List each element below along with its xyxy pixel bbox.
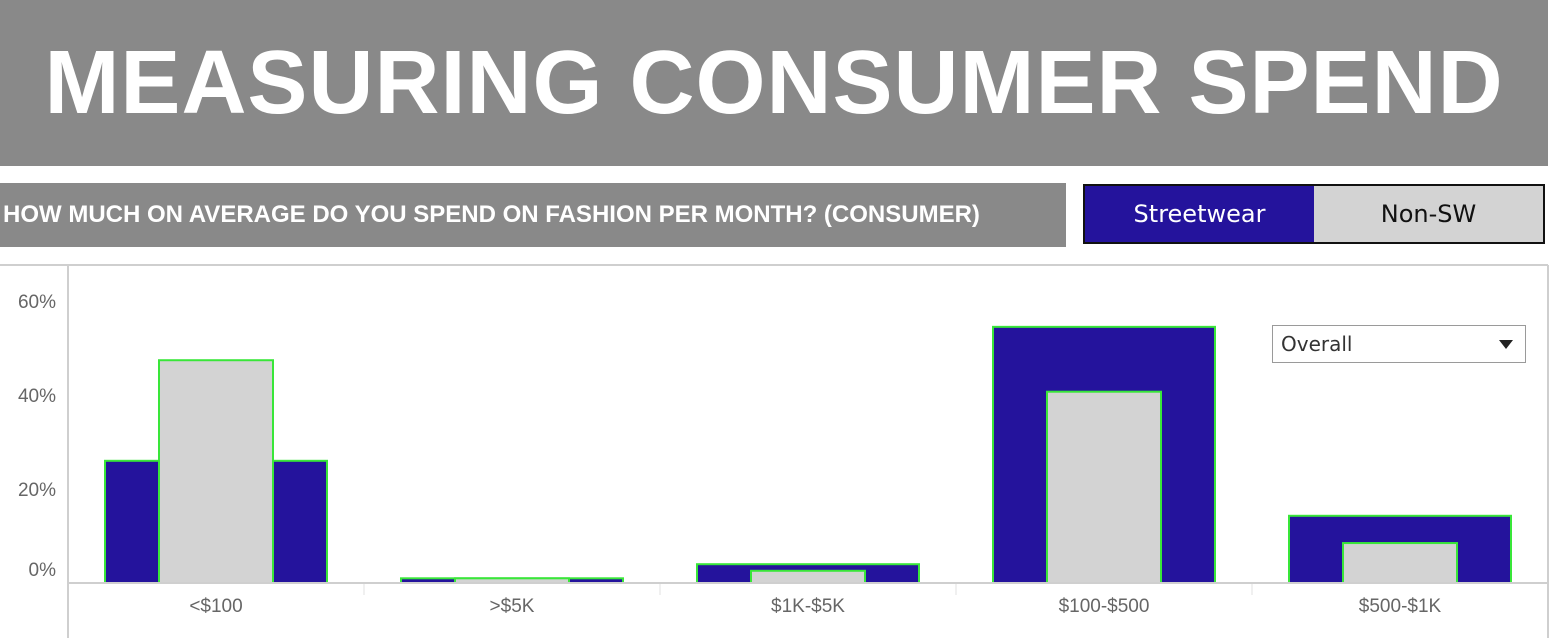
bar-chart: 0% 20% 40% 60% <$100 >$5K $1K-$5K $100-$500 $500… [0, 264, 1549, 638]
y-tick-label: 40% [18, 386, 56, 407]
chevron-down-icon [1499, 339, 1513, 349]
series-toggle: Streetwear Non-SW [1083, 184, 1545, 244]
bar-non-sw [158, 359, 274, 584]
bar-non-sw [1342, 542, 1458, 584]
x-tick-label: $100-$500 [1059, 596, 1150, 617]
y-tick-label: 0% [29, 560, 57, 581]
x-tick-label: >$5K [490, 596, 535, 617]
y-tick-label: 20% [18, 480, 56, 501]
streetwear-toggle-button[interactable]: Streetwear [1085, 186, 1314, 242]
segment-filter-dropdown[interactable]: Overall [1272, 325, 1526, 363]
y-tick-label: 60% [18, 292, 56, 313]
title-banner: MEASURING CONSUMER SPEND [0, 0, 1548, 166]
bar-non-sw [1046, 390, 1162, 584]
question-text: HOW MUCH ON AVERAGE DO YOU SPEND ON FASH… [3, 201, 980, 228]
chart-area: 0% 20% 40% 60% <$100 >$5K $1K-$5K $100-$500 $500… [0, 263, 1554, 638]
x-tick-label: $1K-$5K [771, 596, 845, 617]
non-sw-toggle-button[interactable]: Non-SW [1314, 186, 1543, 242]
page-title: MEASURING CONSUMER SPEND [44, 33, 1504, 133]
dropdown-selected-value: Overall [1281, 332, 1353, 356]
bar-non-sw [750, 569, 866, 584]
x-tick-label: $500-$1K [1359, 596, 1442, 617]
x-tick-label: <$100 [189, 596, 242, 617]
question-banner: HOW MUCH ON AVERAGE DO YOU SPEND ON FASH… [0, 183, 1066, 247]
